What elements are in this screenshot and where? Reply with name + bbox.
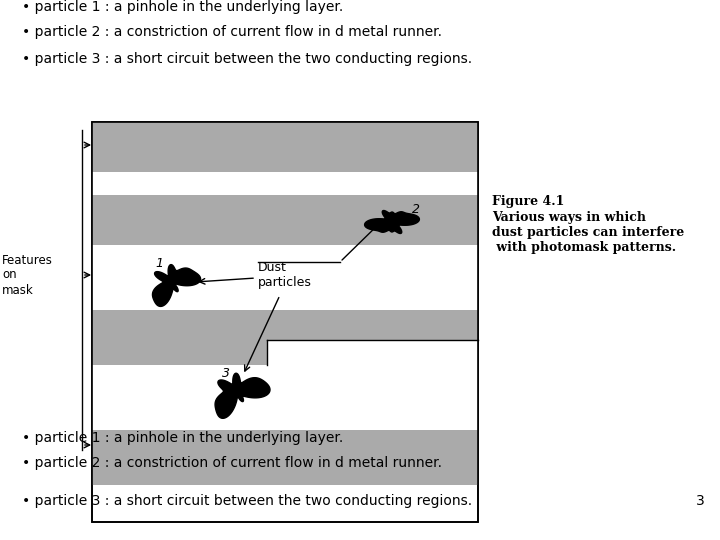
Text: • particle 1 : a pinhole in the underlying layer.: • particle 1 : a pinhole in the underlyi…: [22, 431, 343, 445]
Polygon shape: [215, 373, 270, 418]
Text: 2: 2: [412, 203, 420, 216]
Bar: [92, 122, 478, 172]
Text: • particle 2 : a constriction of current flow in d metal runner.: • particle 2 : a constriction of current…: [22, 456, 442, 470]
Text: Various ways in which
dust particles can interfere
 with photomask patterns.: Various ways in which dust particles can…: [492, 211, 684, 254]
Bar: [92, 430, 478, 485]
Text: • particle 1 : a pinhole in the underlying layer.: • particle 1 : a pinhole in the underlyi…: [22, 0, 343, 14]
Text: 3: 3: [222, 367, 230, 380]
Bar: [92, 245, 478, 310]
Text: • particle 3 : a short circuit between the two conducting regions.: • particle 3 : a short circuit between t…: [22, 494, 472, 508]
Text: Features
on
mask: Features on mask: [2, 253, 53, 296]
Polygon shape: [364, 211, 419, 233]
Bar: [92, 172, 478, 195]
Bar: [92, 122, 478, 522]
Text: 3: 3: [696, 494, 705, 508]
Polygon shape: [153, 265, 201, 306]
Text: • particle 3 : a short circuit between the two conducting regions.: • particle 3 : a short circuit between t…: [22, 52, 472, 66]
Text: • particle 2 : a constriction of current flow in d metal runner.: • particle 2 : a constriction of current…: [22, 25, 442, 39]
Bar: [267, 335, 478, 365]
Bar: [92, 365, 478, 430]
Bar: [92, 310, 478, 365]
Bar: [92, 122, 478, 522]
Text: Figure 4.1: Figure 4.1: [492, 195, 564, 208]
Text: Dust
particles: Dust particles: [258, 261, 312, 289]
Text: 1: 1: [155, 257, 163, 270]
Bar: [92, 195, 478, 245]
Bar: [267, 310, 478, 340]
